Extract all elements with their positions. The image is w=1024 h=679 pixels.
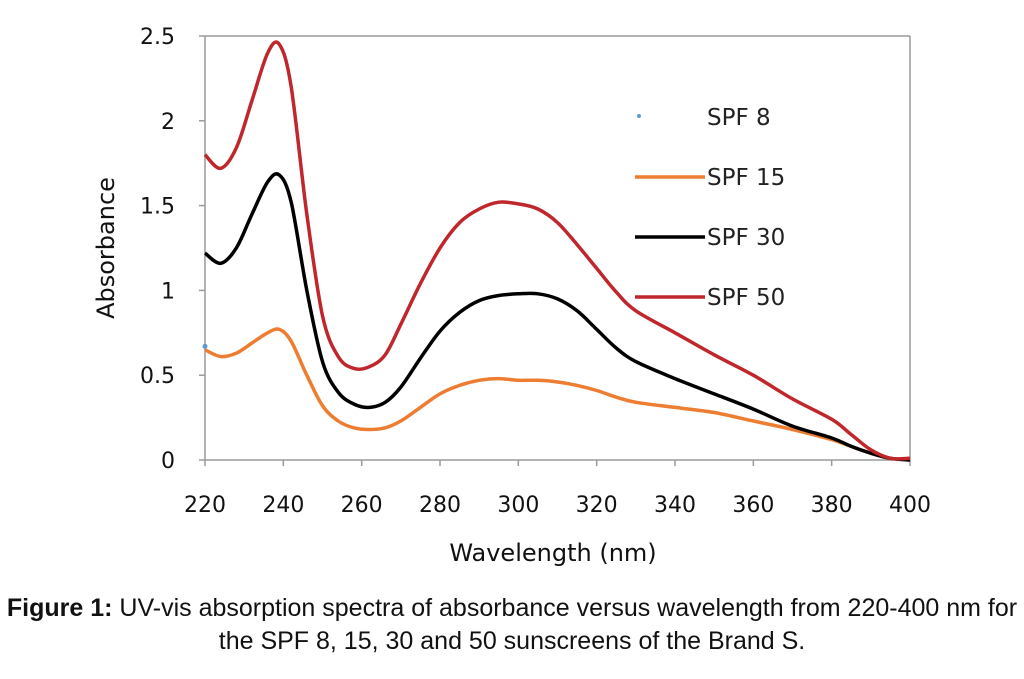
figure-caption: Figure 1: UV-vis absorption spectra of a… <box>0 592 1024 658</box>
x-tick-label: 300 <box>497 493 539 518</box>
legend-label-spf-8: SPF 8 <box>707 105 771 131</box>
x-tick-label: 260 <box>341 493 383 518</box>
spf-15-line <box>204 327 911 462</box>
y-tick-label: 1.5 <box>140 195 175 220</box>
legend-label-spf-50: SPF 50 <box>707 285 785 311</box>
legend-swatch-spf-8 <box>637 114 641 118</box>
y-tick-label: 2.5 <box>140 25 175 50</box>
y-tick-label: 0.5 <box>140 364 175 389</box>
y-tick-label: 1 <box>161 279 175 304</box>
caption-text: UV-vis absorption spectra of absorbance … <box>112 594 1018 655</box>
legend-label-spf-15: SPF 15 <box>707 165 785 191</box>
legend-label-spf-30: SPF 30 <box>707 225 785 251</box>
y-tick-label: 2 <box>161 110 175 135</box>
x-axis-title: Wavelength (nm) <box>449 539 656 567</box>
x-tick-label: 240 <box>262 493 304 518</box>
x-tick-label: 280 <box>419 493 461 518</box>
x-tick-label: 340 <box>654 493 696 518</box>
caption-lead: Figure 1: <box>6 594 113 622</box>
x-tick-label: 220 <box>184 493 226 518</box>
spf-50-line <box>203 40 911 461</box>
y-axis-title: Absorbance <box>92 177 120 319</box>
spf-8-point <box>202 343 208 349</box>
x-tick-label: 320 <box>576 493 618 518</box>
x-tick-label: 360 <box>732 493 774 518</box>
x-tick-label: 380 <box>811 493 853 518</box>
absorbance-chart: 220 240 260 280 300 320 340 360 380 400 0 0.5 1 1.5 2 2… <box>92 25 931 567</box>
x-tick-label: 400 <box>889 493 931 518</box>
spf-30-line <box>203 172 911 462</box>
y-tick-label: 0 <box>161 449 175 474</box>
